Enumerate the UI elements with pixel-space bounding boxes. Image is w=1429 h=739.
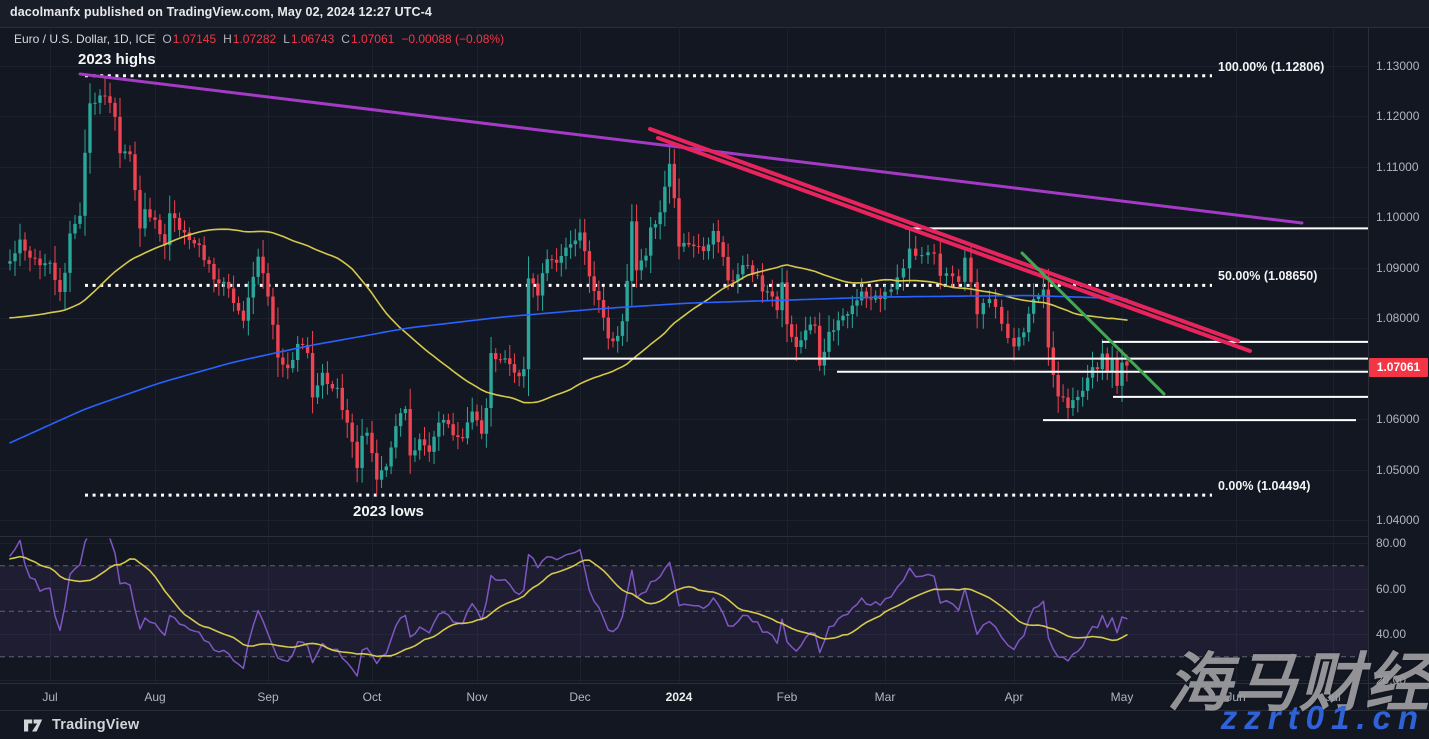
ohlc-close: C1.07061 [341, 32, 395, 46]
sma-200-line [9, 294, 1128, 444]
publish-bar: dacolmanfx published on TradingView.com,… [0, 0, 1429, 28]
price-axis-tick: 1.05000 [1376, 462, 1420, 477]
fib-label-0: 0.00% (1.04494) [1218, 479, 1311, 493]
price-axis-tick: 1.04000 [1376, 513, 1420, 527]
publish-text: dacolmanfx published on TradingView.com,… [10, 5, 432, 19]
last-price-label: 1.07061 [1369, 358, 1428, 377]
fib-label-50: 50.00% (1.08650) [1218, 269, 1318, 283]
trendline-pink-channel-upper [648, 127, 1240, 343]
time-axis[interactable]: Jul Aug Sep Oct Nov Dec 2024 Feb Mar Apr May Jun Jul [0, 684, 1429, 710]
price-axis-tick: 1.11000 [1376, 159, 1419, 174]
ohlc-change: −0.00088 (−0.08%) [401, 32, 505, 46]
grid-lines [0, 27, 1368, 683]
rsi-axis-tick: 40.00 [1376, 627, 1407, 641]
price-axis-tick: 1.12000 [1376, 109, 1420, 124]
time-axis-tick: 2024 [665, 690, 693, 704]
rsi-axis-tick: 80.00 [1376, 536, 1407, 550]
footer-bar: TradingView [0, 710, 1429, 739]
time-axis-tick: Jun [1226, 690, 1246, 704]
ohlc-open: O1.07145 [162, 32, 217, 46]
price-axis-tick: 1.08000 [1376, 311, 1420, 326]
ohlc-low: L1.06743 [283, 32, 335, 46]
sma-55-line [9, 228, 1128, 404]
candlestick-series [8, 78, 1129, 496]
tradingview-logo[interactable]: TradingView [24, 717, 139, 733]
time-axis-tick: Apr [1004, 690, 1024, 704]
annotation-2023-highs: 2023 highs [78, 51, 156, 68]
tradingview-logo-icon [24, 719, 43, 731]
time-axis-tick: Oct [362, 690, 382, 704]
rsi-ma-line [9, 555, 1128, 658]
trendline-green-downtrend [1020, 251, 1166, 396]
tradingview-brand-text: TradingView [52, 717, 140, 733]
time-axis-tick: Sep [257, 690, 279, 704]
price-axis-tick: 1.13000 [1376, 59, 1420, 73]
trendline-pink-channel-lower [656, 136, 1252, 353]
rsi-axis-tick: 60.00 [1376, 581, 1407, 596]
symbol-title: Euro / U.S. Dollar, 1D, ICE [14, 32, 156, 46]
price-axis-tick: 1.10000 [1376, 210, 1420, 225]
price-axis-tick: 1.09000 [1376, 260, 1420, 275]
time-axis-tick: Jul [42, 690, 58, 704]
rsi-axis-tick: 20.00 [1376, 672, 1407, 687]
price-axis-tick: 1.06000 [1376, 412, 1420, 427]
annotation-2023-lows: 2023 lows [353, 503, 424, 520]
fib-label-100: 100.00% (1.12806) [1218, 60, 1325, 74]
time-axis-tick: Jul [1325, 690, 1341, 704]
time-axis-tick: Mar [874, 690, 896, 704]
time-axis-tick: Aug [144, 690, 166, 704]
rsi-line [9, 538, 1128, 677]
time-axis-tick: Feb [776, 690, 798, 704]
time-axis-tick: Nov [466, 690, 488, 704]
time-axis-tick: May [1110, 690, 1134, 704]
symbol-legend[interactable]: Euro / U.S. Dollar, 1D, ICE O1.07145 H1.… [14, 32, 504, 46]
ohlc-high: H1.07282 [223, 32, 277, 46]
time-axis-tick: Dec [569, 690, 591, 704]
